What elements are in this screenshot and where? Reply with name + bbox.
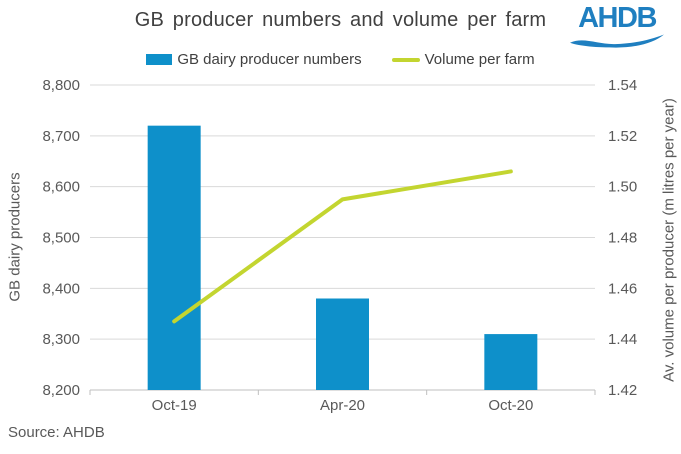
left-axis-tick-label: 8,600 — [42, 179, 80, 196]
legend-label-volume-per-farm: Volume per farm — [424, 51, 535, 68]
ahdb-logo: AHDB — [569, 4, 665, 48]
legend-item-volume-per-farm: Volume per farm — [391, 51, 535, 68]
bar-apr-20 — [316, 298, 369, 390]
ahdb-logo-text: AHDB — [578, 2, 657, 34]
source-caption: Source: AHDB — [8, 424, 105, 441]
left-axis-tick-label: 8,500 — [42, 230, 80, 247]
bar-oct-19 — [147, 125, 201, 391]
legend-item-producer-numbers: GB dairy producer numbers — [146, 51, 362, 68]
right-axis-tick-label: 1.50 — [608, 179, 637, 196]
left-axis-tick-label: 8,400 — [42, 280, 80, 297]
right-axis-tick-label: 1.48 — [608, 230, 637, 247]
line-swatch-icon — [391, 57, 420, 62]
legend: GB dairy producer numbers Volume per far… — [0, 51, 681, 68]
left-axis-title: GB dairy producers — [6, 172, 24, 302]
legend-label-producer-numbers: GB dairy producer numbers — [177, 51, 362, 68]
ahdb-logo-wave-icon — [570, 34, 664, 48]
right-axis-tick-label: 1.42 — [608, 382, 637, 399]
right-axis-title: Av. volume per producer (m litres per ye… — [660, 98, 678, 382]
x-axis-category-label: Oct-20 — [488, 397, 533, 414]
left-axis-tick-label: 8,300 — [42, 331, 80, 348]
bar-oct-20 — [484, 334, 538, 390]
left-axis-tick-label: 8,200 — [42, 382, 80, 399]
right-axis-tick-label: 1.46 — [608, 280, 637, 297]
right-axis-tick-label: 1.44 — [608, 331, 637, 348]
volume-per-farm-line — [172, 169, 513, 324]
left-axis-tick-label: 8,700 — [42, 128, 80, 145]
x-axis-category-label: Oct-19 — [152, 397, 197, 414]
right-axis-tick-label: 1.54 — [608, 77, 637, 94]
bar-swatch-icon — [146, 54, 173, 65]
left-axis-tick-label: 8,800 — [42, 77, 80, 94]
x-axis-category-label: Apr-20 — [320, 397, 365, 414]
right-axis-tick-label: 1.52 — [608, 128, 637, 145]
chart-title: GB producer numbers and volume per farm — [134, 9, 547, 31]
